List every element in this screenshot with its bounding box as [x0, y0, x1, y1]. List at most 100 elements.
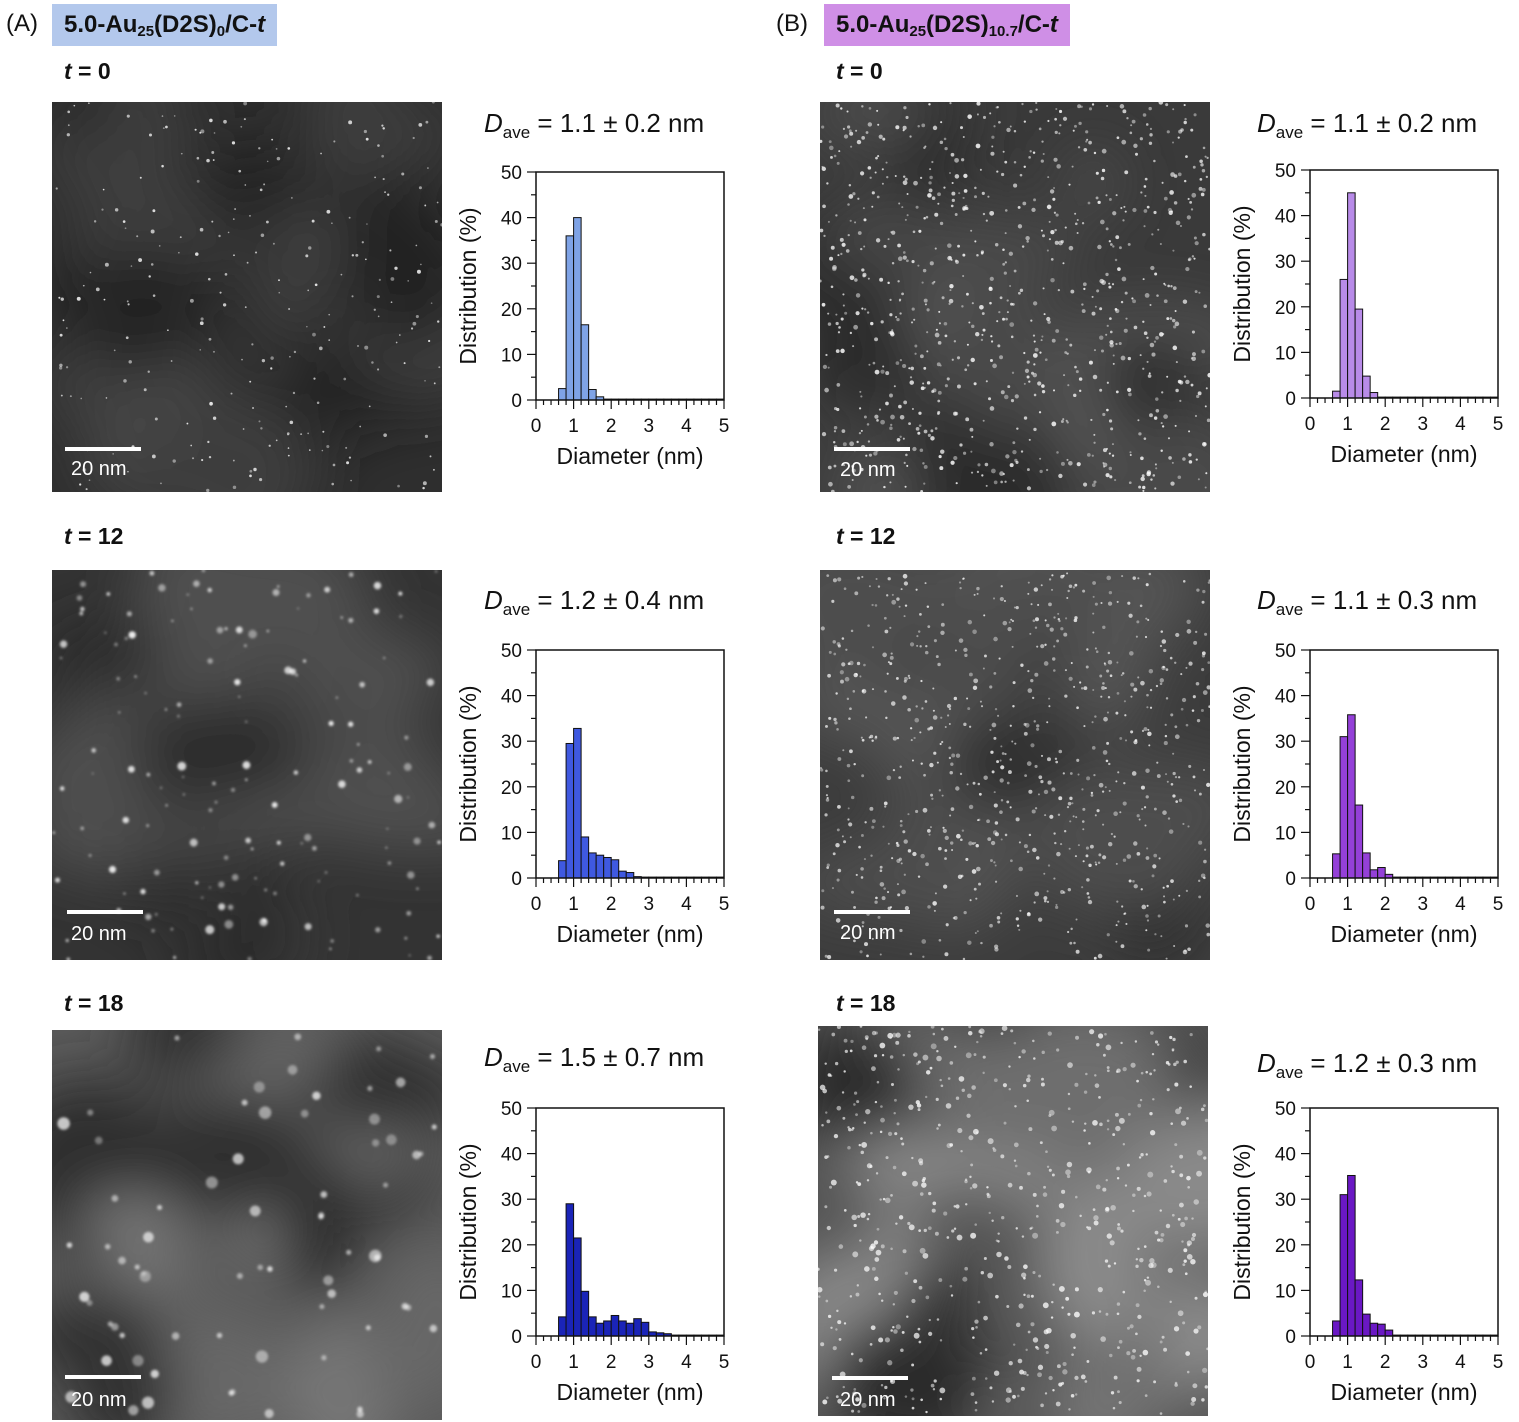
- y-tick-label: 30: [1275, 732, 1296, 753]
- x-tick-label: 2: [1380, 894, 1391, 915]
- x-tick-label: 3: [1418, 1352, 1429, 1373]
- y-axis-label: Distribution (%): [1229, 205, 1255, 362]
- histogram-bar: [603, 856, 612, 879]
- x-tick-label: 0: [1305, 894, 1316, 915]
- x-tick-label: 5: [1493, 414, 1504, 435]
- x-tick-label: 0: [531, 416, 542, 437]
- tem-image-a-t18: [52, 1030, 442, 1420]
- x-tick-label: 2: [606, 416, 617, 437]
- histogram-bar: [573, 727, 582, 879]
- histogram-bar: [588, 852, 597, 879]
- x-tick-label: 0: [531, 1352, 542, 1373]
- y-tick-label: 30: [1275, 252, 1296, 273]
- x-tick-label: 3: [644, 1352, 655, 1373]
- dave-label-b-t12: Dave = 1.1 ± 0.3 nm: [1257, 585, 1478, 619]
- histogram-bar: [1332, 1320, 1341, 1337]
- histogram-b-t12: 0 1 2 3 4 5 0 10 20 30 40 50 Diameter (nm) Distributi…: [1224, 638, 1519, 948]
- histogram-bar: [1332, 390, 1341, 399]
- y-axis-label: Distribution (%): [455, 207, 481, 364]
- x-tick-label: 5: [1493, 1352, 1504, 1373]
- y-axis-label: Distribution (%): [1229, 685, 1255, 842]
- x-tick-label: 2: [1380, 414, 1391, 435]
- histogram-a-t0: 0 1 2 3 4 5 0 10 20 30 40 50 Diameter (nm) Distributi…: [450, 160, 750, 470]
- histogram-bar: [588, 1316, 597, 1337]
- y-tick-label: 20: [501, 778, 522, 799]
- plot-frame: [1309, 1107, 1499, 1337]
- histogram-bar: [625, 872, 635, 879]
- nanoparticles: [52, 570, 441, 960]
- x-tick-label: 3: [644, 416, 655, 437]
- scale-bar: [65, 447, 141, 451]
- x-tick-label: 5: [719, 416, 730, 437]
- histogram-bar: [1332, 853, 1341, 879]
- histogram-bar: [558, 388, 567, 401]
- y-tick-label: 50: [1275, 161, 1296, 182]
- y-axis-label: Distribution (%): [455, 1143, 481, 1300]
- x-tick-label: 5: [719, 894, 730, 915]
- histogram-bar: [580, 324, 590, 401]
- histogram-bar: [625, 1322, 635, 1337]
- x-tick-label: 1: [568, 416, 579, 437]
- histogram-bar: [1377, 867, 1386, 879]
- x-tick-label: 3: [644, 894, 655, 915]
- dave-label-b-t0: Dave = 1.1 ± 0.2 nm: [1257, 108, 1478, 142]
- scale-label: 20 nm: [71, 1389, 127, 1411]
- y-tick-label: 30: [501, 254, 522, 275]
- row-label-a-1: t = 12: [64, 523, 124, 549]
- row-label-a-2: t = 18: [64, 990, 124, 1016]
- histogram-bar: [573, 217, 582, 401]
- histogram-a-t18: 0 1 2 3 4 5 0 10 20 30 40 50 Diameter (nm) Distributi…: [450, 1096, 750, 1406]
- nanoparticles: [820, 102, 1210, 492]
- histogram-bar: [1347, 714, 1356, 879]
- histogram-bar: [1339, 736, 1349, 879]
- x-tick-label: 1: [568, 1352, 579, 1373]
- y-tick-label: 40: [501, 209, 522, 230]
- dave-label-b-t18: Dave = 1.2 ± 0.3 nm: [1257, 1048, 1478, 1082]
- y-tick-label: 40: [1275, 687, 1296, 708]
- row-label-b-0: t = 0: [836, 58, 883, 84]
- y-tick-label: 20: [501, 1236, 522, 1257]
- histogram-bar: [1384, 1329, 1394, 1337]
- tem-image-b-t18: [818, 1026, 1208, 1416]
- panel-title-a: 5.0-Au25(D2S)0/C-t: [52, 4, 278, 46]
- x-axis-label: Diameter (nm): [1331, 1379, 1478, 1405]
- histogram-bar: [633, 1318, 642, 1337]
- nanoparticles: [818, 1026, 1208, 1415]
- scale-label: 20 nm: [71, 923, 127, 945]
- histogram-bar: [618, 870, 627, 879]
- histogram-bar: [1362, 852, 1371, 879]
- histogram-bar: [610, 859, 620, 879]
- y-axis-label: Distribution (%): [1229, 1143, 1255, 1300]
- y-tick-label: 40: [501, 687, 522, 708]
- x-tick-label: 2: [606, 1352, 617, 1373]
- histogram-bar: [558, 860, 567, 879]
- plot-frame: [1309, 649, 1499, 879]
- x-tick-label: 1: [568, 894, 579, 915]
- tem-image-b-t0: [820, 102, 1210, 492]
- histogram-bar: [580, 836, 590, 879]
- x-axis-label: Diameter (nm): [557, 1379, 704, 1405]
- y-tick-label: 10: [501, 823, 522, 844]
- y-tick-label: 0: [1285, 389, 1296, 410]
- dave-label-a-t18: Dave = 1.5 ± 0.7 nm: [484, 1042, 705, 1076]
- y-tick-label: 0: [511, 391, 522, 412]
- plot-frame: [1309, 169, 1499, 399]
- row-label-b-2: t = 18: [836, 990, 896, 1016]
- y-tick-label: 10: [1275, 1281, 1296, 1302]
- histogram-bar: [565, 235, 575, 401]
- x-tick-label: 4: [1455, 1352, 1466, 1373]
- histogram-bar: [565, 1203, 575, 1337]
- y-tick-label: 0: [511, 869, 522, 890]
- histogram-bar: [1362, 1313, 1371, 1337]
- histogram-b-t18: 0 1 2 3 4 5 0 10 20 30 40 50 Diameter (nm) Distributi…: [1224, 1096, 1519, 1406]
- x-tick-label: 5: [1493, 894, 1504, 915]
- x-tick-label: 3: [1418, 414, 1429, 435]
- scale-label: 20 nm: [840, 459, 896, 481]
- x-tick-label: 1: [1342, 414, 1353, 435]
- scale-label: 20 nm: [840, 922, 896, 944]
- plot-frame: [535, 649, 725, 879]
- histogram-b-t0: 0 1 2 3 4 5 0 10 20 30 40 50 Diameter (nm) Distributi…: [1224, 158, 1519, 468]
